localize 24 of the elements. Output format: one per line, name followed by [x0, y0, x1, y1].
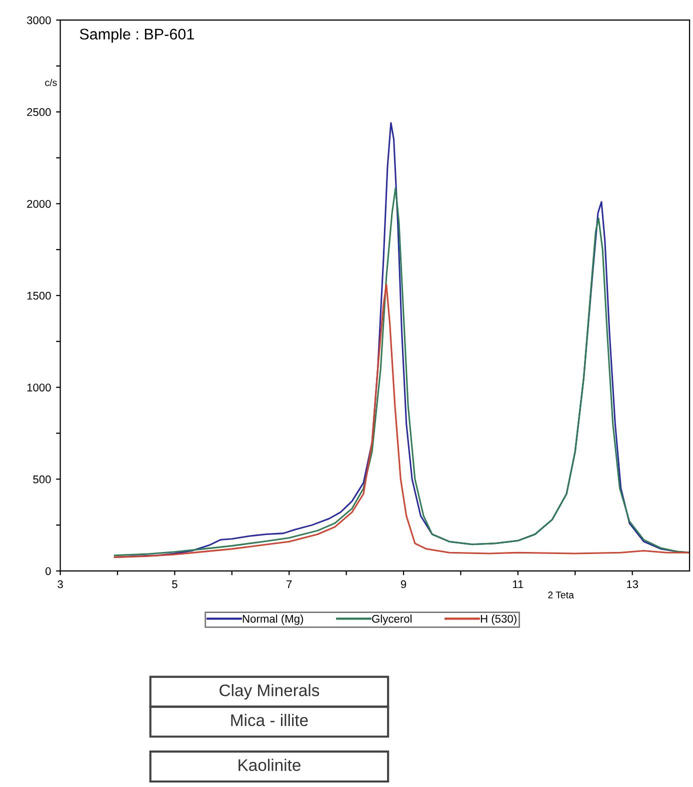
- x-tick-label: 5: [172, 580, 178, 588]
- y-tick-label: 2500: [27, 108, 51, 116]
- text: Clay Minerals: [220, 684, 320, 700]
- legend-label: Normal (Mg): [242, 614, 304, 625]
- text: Kaolinite: [238, 758, 300, 772]
- y-tick-label: 3000: [26, 16, 51, 24]
- y-axis-title: c/s: [45, 78, 57, 86]
- x-axis-title: 2 Teta: [548, 591, 574, 598]
- x-tick-label: 7: [286, 580, 292, 588]
- legend-label: H (530): [480, 614, 516, 625]
- y-tick-label: 1000: [27, 384, 51, 392]
- x-tick-label: 11: [513, 580, 524, 588]
- y-tick-label: 1500: [27, 292, 51, 300]
- y-tick-label: 500: [33, 475, 51, 484]
- x-tick-label: 13: [627, 580, 638, 588]
- y-tick-label: 2000: [27, 200, 51, 208]
- text: Mica - illite: [231, 714, 308, 726]
- line-series: [114, 284, 690, 558]
- line-series: [114, 187, 690, 556]
- x-tick-label: 9: [400, 580, 406, 588]
- x-tick-label: 3: [58, 580, 63, 588]
- text: Sample : BP-601: [80, 28, 194, 43]
- y-tick-label: 0: [46, 567, 51, 576]
- legend-label: Glycerol: [372, 614, 412, 625]
